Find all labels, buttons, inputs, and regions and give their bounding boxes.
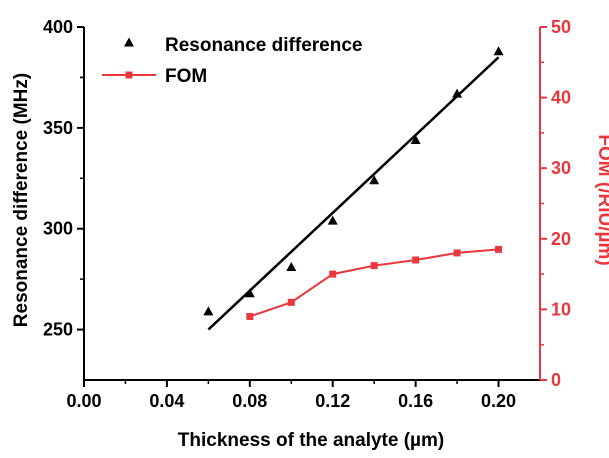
series [203,46,504,331]
resonance-point [286,262,297,272]
y-right-tick-label: 50 [551,17,571,37]
x-tick-label: 0.08 [232,391,267,411]
y-left-tick-label: 250 [43,320,73,340]
x-tick-label: 0.16 [398,391,433,411]
fom-point [453,249,461,257]
y-axis-right-label: FOM (/RIU/µm) [594,134,609,265]
x-tick-label: 0.04 [149,391,184,411]
fom-point [246,312,254,320]
fom-line [249,248,499,318]
y-left-tick-label: 400 [43,17,73,37]
legend: Resonance difference FOM [102,35,362,87]
resonance-point [244,288,255,298]
resonance-point [493,46,504,56]
y-axis-left-label: Resonance difference (MHz) [11,73,32,327]
y-left-tick-label: 350 [43,118,73,138]
resonance-point [410,134,421,144]
axes [83,27,541,381]
legend-label-fom: FOM [165,66,207,87]
fom-point [329,270,337,278]
fit-line [207,56,500,331]
x-tick-label: 0.00 [66,391,101,411]
resonance-point [327,215,338,225]
y-left-tick-label: 300 [43,219,73,239]
y-right-tick-label: 30 [551,158,571,178]
y-right-tick-label: 10 [551,299,571,319]
y-right-tick-label: 0 [551,370,561,390]
legend-marker-resonance [124,37,134,47]
resonance-point [203,306,214,316]
fom-point [287,298,295,306]
legend-marker-fom [125,71,133,79]
fom-point [495,245,503,253]
fom-point [370,262,378,270]
y-right-tick-label: 20 [551,229,571,249]
x-tick-label: 0.12 [315,391,350,411]
resonance-point [452,88,463,98]
y-right-tick-label: 40 [551,88,571,108]
x-axis-label: Thickness of the analyte (µm) [178,430,444,451]
ticks: 0.00 0.04 0.08 0.12 0.16 0.20 250 300 350 400 0 10 2… [43,17,571,411]
resonance-point [369,175,380,185]
x-tick-label: 0.20 [481,391,516,411]
fom-point [412,256,420,264]
legend-label-resonance: Resonance difference [165,35,362,56]
